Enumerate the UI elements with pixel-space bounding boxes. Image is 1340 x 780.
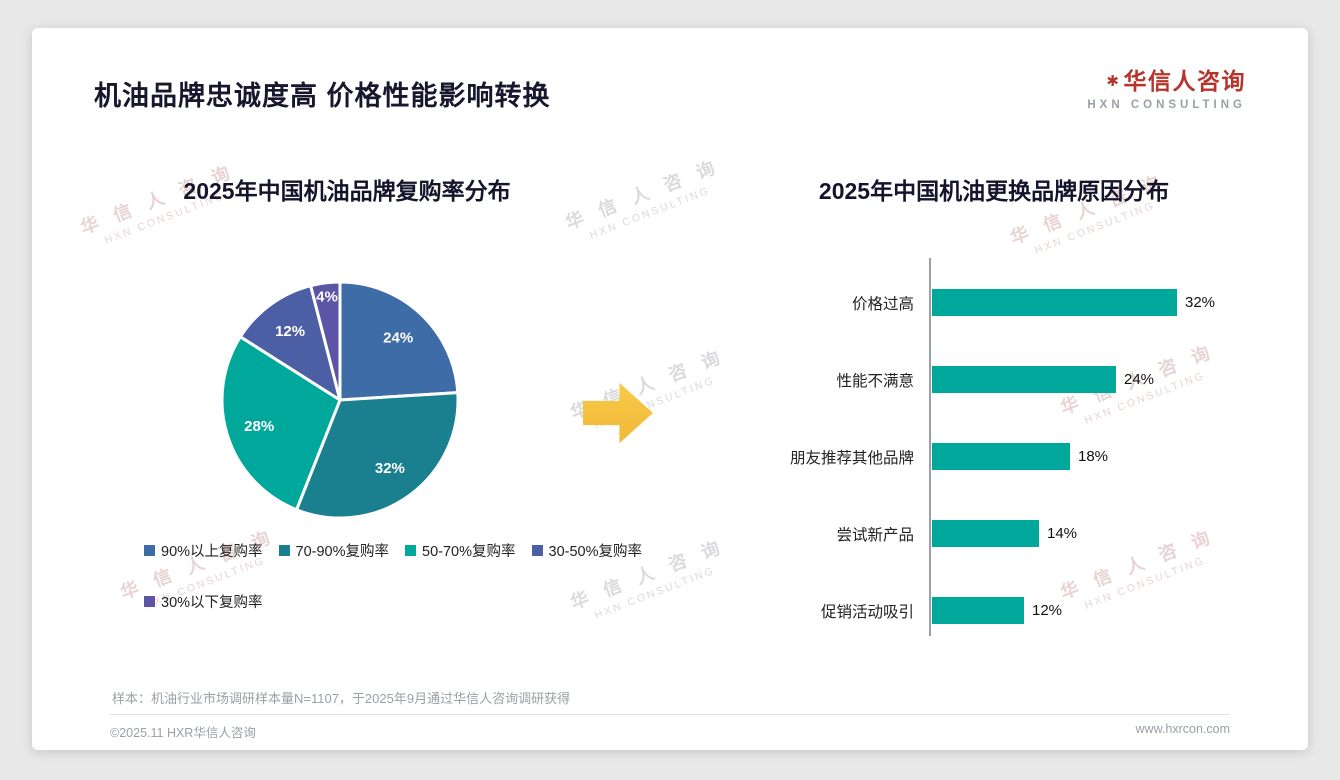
bar-category-label: 促销活动吸引 (820, 603, 914, 621)
legend-item: 30-50%复购率 (531, 540, 642, 561)
pie-slice (309, 280, 342, 402)
bar (932, 520, 1039, 547)
bar-track: 32% (932, 289, 1215, 316)
legend-label: 90%以上复购率 (161, 544, 263, 560)
bar-row: 尝试新产品 14% (764, 495, 1284, 572)
legend-swatch (278, 545, 290, 556)
pie-slice-label: 32% (375, 460, 405, 477)
bar-value-label: 18% (1078, 448, 1109, 465)
legend-label: 50-70%复购率 (422, 544, 516, 560)
page-title: 机油品牌忠诚度高 价格性能影响转换 (94, 81, 551, 111)
bar (932, 366, 1116, 393)
bar-track: 14% (932, 520, 1077, 547)
legend-label: 30%以下复购率 (161, 595, 263, 611)
bar-category-label: 朋友推荐其他品牌 (789, 449, 914, 467)
legend-swatch (531, 545, 543, 556)
bar-category-label: 价格过高 (851, 295, 914, 313)
pie-slice-label: 12% (275, 323, 305, 340)
pie-slice-label: 24% (383, 330, 413, 347)
legend-item: 50-70%复购率 (405, 540, 516, 561)
bar (932, 289, 1177, 316)
bar-value-label: 14% (1047, 525, 1078, 542)
logo-en-text: HXN CONSULTING (1087, 99, 1246, 111)
bar-row: 朋友推荐其他品牌 18% (764, 418, 1284, 495)
footer-copyright: ©2025.11 HXR华信人咨询 (110, 726, 256, 740)
company-logo: ✱ 华信人咨询 HXN CONSULTING (1087, 62, 1246, 111)
pie-slice (338, 280, 460, 402)
legend-label: 70-90%复购率 (295, 544, 390, 560)
pie-chart-title: 2025年中国机油品牌复购率分布 (183, 178, 511, 204)
legend-swatch (144, 596, 155, 607)
bar (932, 443, 1070, 470)
bar (932, 597, 1024, 624)
pie-slice (220, 335, 342, 512)
bar-track: 18% (932, 443, 1108, 470)
bar-value-label: 24% (1124, 371, 1155, 388)
bar-chart-title: 2025年中国机油更换品牌原因分布 (818, 178, 1170, 204)
pie-slice (295, 391, 460, 520)
legend-swatch (405, 545, 417, 556)
logo-star-icon: ✱ (1106, 73, 1121, 90)
footer-divider (110, 714, 1230, 715)
logo-zh-text: 华信人咨询 (1123, 68, 1246, 94)
pie-legend: 90%以上复购率 70-90%复购率 50-70%复购率 30-50%复购率 30%以下… (144, 540, 644, 612)
bar-track: 24% (932, 366, 1154, 393)
bar-value-label: 32% (1185, 294, 1216, 311)
reason-bar-chart: 价格过高 32% 性能不满意 24% 朋友推荐其他品牌 18% 尝试新产品 14% 促销活动吸引… (764, 258, 1284, 649)
legend-item: 90%以上复购率 (144, 540, 263, 561)
legend-item: 70-90%复购率 (278, 540, 390, 561)
legend-label: 30-50%复购率 (548, 544, 642, 560)
bar-chart-axis (929, 258, 931, 636)
legend-swatch (144, 545, 155, 556)
sample-note: 样本：机油行业市场调研样本量N=1107，于2025年9月通过华信人咨询调研获得 (112, 691, 571, 706)
bar-row: 促销活动吸引 12% (764, 572, 1284, 649)
footer-website: www.hxrcon.com (1135, 722, 1230, 736)
repurchase-pie: 24% 32% 28% 12% 4% (220, 280, 460, 520)
pie-slice-label: 4% (316, 289, 338, 306)
slide-card: 机油品牌忠诚度高 价格性能影响转换 ✱ 华信人咨询 HXN CONSULTING … (32, 28, 1308, 750)
bar-row: 价格过高 32% (764, 264, 1284, 341)
bar-row: 性能不满意 24% (764, 341, 1284, 418)
legend-item: 30%以下复购率 (144, 591, 263, 612)
bar-category-label: 尝试新产品 (836, 526, 914, 544)
reason-bar-chart-rows: 价格过高 32% 性能不满意 24% 朋友推荐其他品牌 18% 尝试新产品 14% 促销活动吸引… (764, 264, 1284, 649)
pie-slice-label: 28% (244, 418, 274, 435)
right-arrow-icon (583, 382, 653, 444)
logo-zh-line: ✱ 华信人咨询 (1087, 62, 1246, 96)
pie-slice (238, 284, 342, 402)
bar-category-label: 性能不满意 (836, 372, 914, 390)
bar-value-label: 12% (1032, 602, 1063, 619)
bar-track: 12% (932, 597, 1062, 624)
